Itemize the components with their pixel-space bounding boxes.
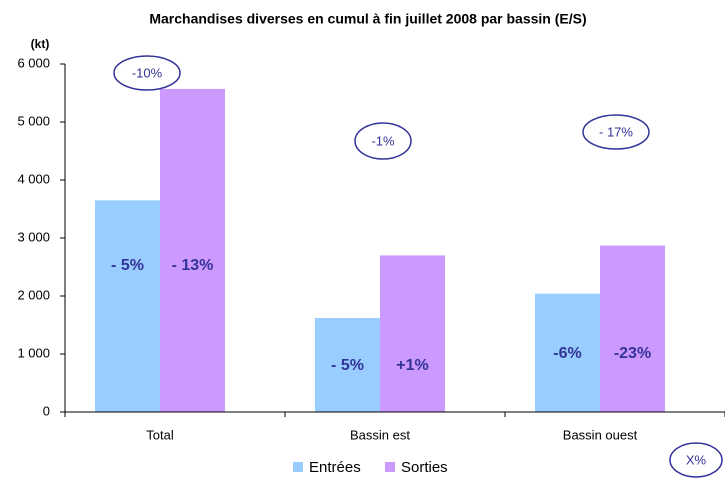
x-tick-label: Bassin est <box>350 427 410 442</box>
legend-label: Entrées <box>309 459 361 476</box>
change-label: - 13% <box>172 257 214 274</box>
y-axis-label: (kt) <box>31 37 50 51</box>
x-tick-label: Bassin ouest <box>563 427 638 442</box>
group-annotation: -10% <box>132 65 163 80</box>
annotation-ellipse <box>113 55 181 91</box>
x-tick-label: Total <box>146 427 174 442</box>
bar <box>315 318 380 412</box>
legend-swatch <box>385 462 395 472</box>
annotation-ellipse <box>354 122 412 160</box>
y-tick-label: 6 000 <box>17 55 50 70</box>
change-label: +1% <box>396 357 428 374</box>
y-tick-label: 0 <box>43 403 50 418</box>
change-label: -23% <box>614 345 651 362</box>
y-tick-label: 2 000 <box>17 287 50 302</box>
y-tick-label: 4 000 <box>17 171 50 186</box>
annotation-ellipse <box>582 114 650 150</box>
change-label: -6% <box>553 345 581 362</box>
change-label: - 5% <box>111 257 144 274</box>
legend-note: X% <box>686 452 707 467</box>
bar <box>535 293 600 412</box>
y-tick-label: 5 000 <box>17 113 50 128</box>
legend-label: Sorties <box>401 459 448 476</box>
note-ellipse <box>669 442 723 478</box>
bar <box>380 255 445 412</box>
change-label: - 5% <box>331 357 364 374</box>
group-annotation: - 17% <box>599 124 633 139</box>
bar <box>600 245 665 412</box>
y-tick-label: 1 000 <box>17 345 50 360</box>
bar <box>95 200 160 412</box>
chart-title: Marchandises diverses en cumul à fin jui… <box>149 11 586 27</box>
y-tick-label: 3 000 <box>17 229 50 244</box>
group-annotation: -1% <box>371 133 395 148</box>
legend-swatch <box>293 462 303 472</box>
bar <box>160 88 225 412</box>
